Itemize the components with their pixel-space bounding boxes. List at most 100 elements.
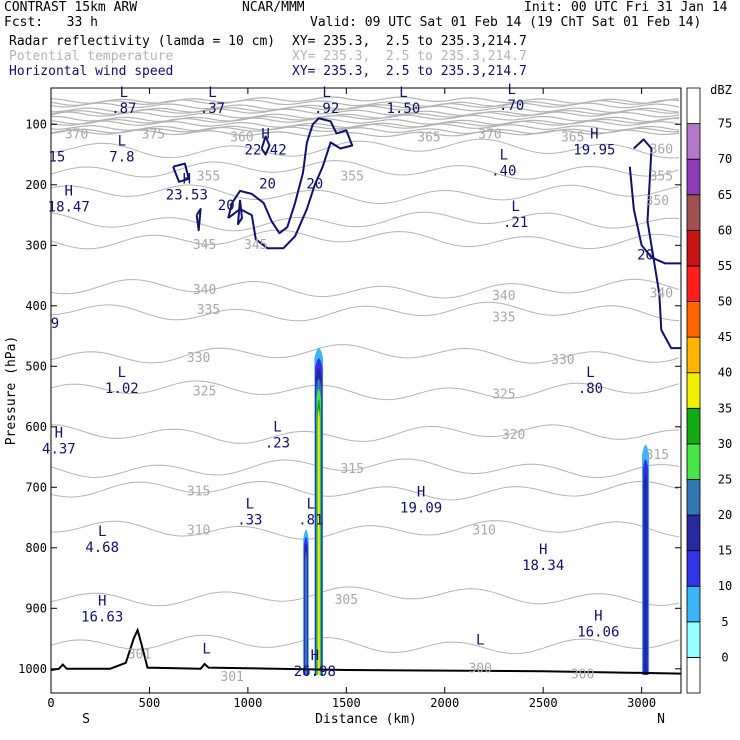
reflectivity-cell-band: [317, 409, 320, 675]
colorbar-level-label: 65: [718, 188, 732, 202]
theta-label: 301: [128, 648, 151, 663]
theta-labels: 370 375 360 365 370 365 360 355 355 355 350 345 345 3…: [65, 127, 673, 685]
low-marker: L: [208, 85, 216, 101]
colorbar: 0 5 10 15 20 25 30 35 40 45 50 55 60 65 70 75 dBZ: [686, 83, 732, 694]
low-marker: L: [118, 134, 126, 150]
colorbar-level-label: 50: [718, 295, 732, 309]
low-marker: L: [307, 497, 315, 513]
colorbar-swatch: [686, 158, 701, 196]
wind-contour-20: [260, 135, 271, 156]
extremum-value: 18.47: [48, 200, 90, 216]
reflectivity-cell-band: [304, 551, 308, 675]
high-marker: H: [65, 184, 73, 200]
high-marker: H: [55, 426, 63, 442]
extremum-value: .81: [298, 513, 323, 529]
colorbar-swatch: [686, 194, 701, 231]
y-tick-label: 600: [25, 420, 47, 434]
wind-contours: [172, 117, 681, 350]
colorbar-level-label: 40: [718, 366, 732, 380]
theta-label: 355: [340, 170, 363, 185]
wind-contour-20: [227, 117, 354, 250]
colorbar-level-label: 55: [718, 259, 732, 273]
low-marker: L: [476, 633, 484, 649]
theta-label: 360: [230, 130, 253, 145]
extremum-value: 1.50: [387, 101, 421, 117]
header-center: NCAR/MMM: [242, 0, 305, 15]
wind-label: 20: [218, 198, 235, 214]
extremum-value: .40: [491, 163, 516, 179]
high-marker: H: [594, 608, 602, 624]
extremum-value: 16.06: [577, 624, 619, 640]
x-axis-label: Distance (km): [315, 712, 417, 727]
header-model: CONTRAST 15km ARW: [4, 0, 138, 15]
theta-contours: [51, 96, 680, 655]
wind-label: 20: [259, 177, 276, 193]
theta-contour-line: [51, 111, 680, 120]
colorbar-level-label: 75: [718, 117, 732, 131]
extremum-value: 19.95: [573, 142, 615, 158]
extremum-value: .33: [237, 513, 262, 529]
extremum-value: 23.53: [166, 188, 208, 204]
y-tick-label: 500: [25, 359, 47, 373]
wind-label: 20: [637, 247, 654, 263]
theta-contour-line: [51, 229, 680, 250]
theta-label: 355: [650, 170, 673, 185]
theta-label: 325: [492, 388, 515, 403]
colorbar-level-label: 60: [718, 223, 732, 237]
extremum-value: .87: [111, 101, 136, 117]
theta-contour-line: [51, 458, 680, 478]
colorbar-level-label: 10: [718, 579, 732, 593]
colorbar-swatch: [686, 229, 701, 267]
extremum-value: .70: [499, 98, 524, 114]
high-marker: H: [183, 172, 191, 188]
colorbar-swatch: [686, 621, 701, 658]
low-marker: L: [511, 199, 519, 215]
low-marker: L: [322, 85, 330, 101]
theta-label: 340: [193, 283, 216, 298]
terrain-line: [51, 627, 681, 675]
theta-label: 315: [187, 484, 210, 499]
wind-contour-20: [628, 166, 681, 265]
theta-label: 370: [478, 127, 501, 142]
field-xy-reflectivity: XY= 235.3, 2.5 to 235.3,214.7: [292, 34, 527, 49]
theta-contour-line: [51, 105, 680, 113]
extremum-value: 7.8: [109, 150, 134, 166]
extremum-value: 18.34: [522, 558, 564, 574]
colorbar-swatch: [686, 87, 701, 124]
theta-label: 355: [197, 170, 220, 185]
colorbar-swatch: [686, 479, 701, 516]
colorbar-unit: dBZ: [710, 83, 732, 97]
colorbar-swatch: [686, 301, 701, 338]
high-marker: H: [417, 484, 425, 500]
theta-contour-line: [51, 126, 680, 135]
theta-contour-line: [51, 380, 680, 401]
x-end-label-south: S: [82, 712, 90, 727]
theta-contour-line: [51, 301, 680, 322]
theta-contour-line: [51, 129, 680, 138]
theta-contour-line: [51, 160, 680, 180]
colorbar-level-label: 25: [718, 472, 732, 486]
wind-contour-20: [172, 162, 190, 183]
colorbar-swatch: [686, 407, 701, 445]
terrain-profile: [51, 627, 681, 675]
theta-label: 300: [571, 668, 594, 683]
colorbar-swatch: [686, 514, 701, 552]
theta-contour-line: [51, 211, 680, 232]
theta-contour-line: [51, 424, 679, 444]
colorbar-swatch: [686, 336, 701, 374]
y-tick-label: 900: [25, 601, 47, 615]
high-marker: H: [98, 593, 106, 609]
theta-contour-line: [51, 586, 680, 607]
y-tick-label: 400: [25, 299, 47, 313]
colorbar-level-label: 35: [718, 401, 732, 415]
extremum-value: 15: [48, 150, 65, 166]
wind-contour-20: [195, 208, 202, 232]
colorbar-level-label: 70: [718, 152, 732, 166]
theta-label: 350: [646, 194, 669, 209]
x-tick-label: 500: [139, 696, 161, 710]
theta-label: 320: [502, 428, 525, 443]
theta-label: 330: [187, 351, 210, 366]
colorbar-swatch: [686, 372, 701, 409]
colorbar-level-label: 20: [718, 508, 732, 522]
